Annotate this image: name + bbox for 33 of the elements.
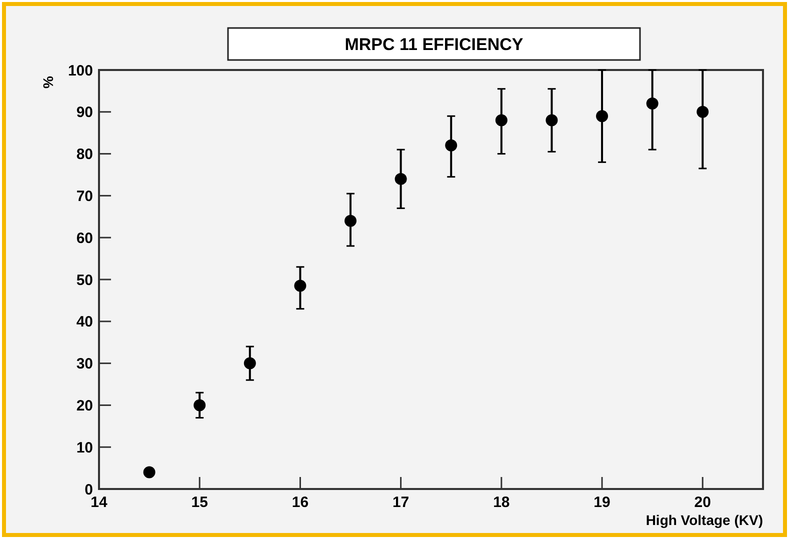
y-tick-label: 100: [68, 62, 93, 80]
y-tick-label: 40: [76, 314, 93, 331]
y-tick-label: 80: [76, 146, 93, 164]
point: [696, 106, 709, 118]
chart-title: MRPC 11 EFFICIENCY: [344, 34, 524, 54]
x-tick-label: 18: [493, 494, 510, 511]
y-tick-label: 90: [76, 104, 93, 122]
point: [394, 172, 407, 185]
point: [495, 114, 508, 126]
x-tick-label: 14: [90, 494, 108, 511]
y-tick-label: 50: [76, 272, 93, 289]
point: [244, 357, 256, 370]
point: [646, 98, 658, 110]
y-tick-label: 60: [76, 230, 93, 247]
x-tick-label: 17: [392, 494, 410, 511]
y-tick-label: 70: [76, 188, 93, 205]
point: [546, 114, 558, 126]
x-tick-label: 20: [694, 494, 711, 511]
y-axis-title: %: [40, 75, 56, 88]
x-tick-label: 16: [292, 494, 309, 511]
point: [294, 280, 306, 292]
y-tick-label: 30: [76, 356, 93, 373]
point: [445, 139, 458, 152]
x-axis-title: High Voltage (KV): [646, 512, 763, 528]
y-tick-label: 0: [84, 481, 93, 498]
point: [143, 466, 156, 478]
x-tick-label: 15: [191, 494, 208, 511]
y-tick-label: 10: [76, 439, 93, 456]
point: [596, 110, 608, 122]
point: [344, 214, 357, 227]
point: [194, 399, 206, 412]
y-tick-label: 20: [76, 397, 93, 414]
x-tick-label: 19: [594, 494, 610, 511]
